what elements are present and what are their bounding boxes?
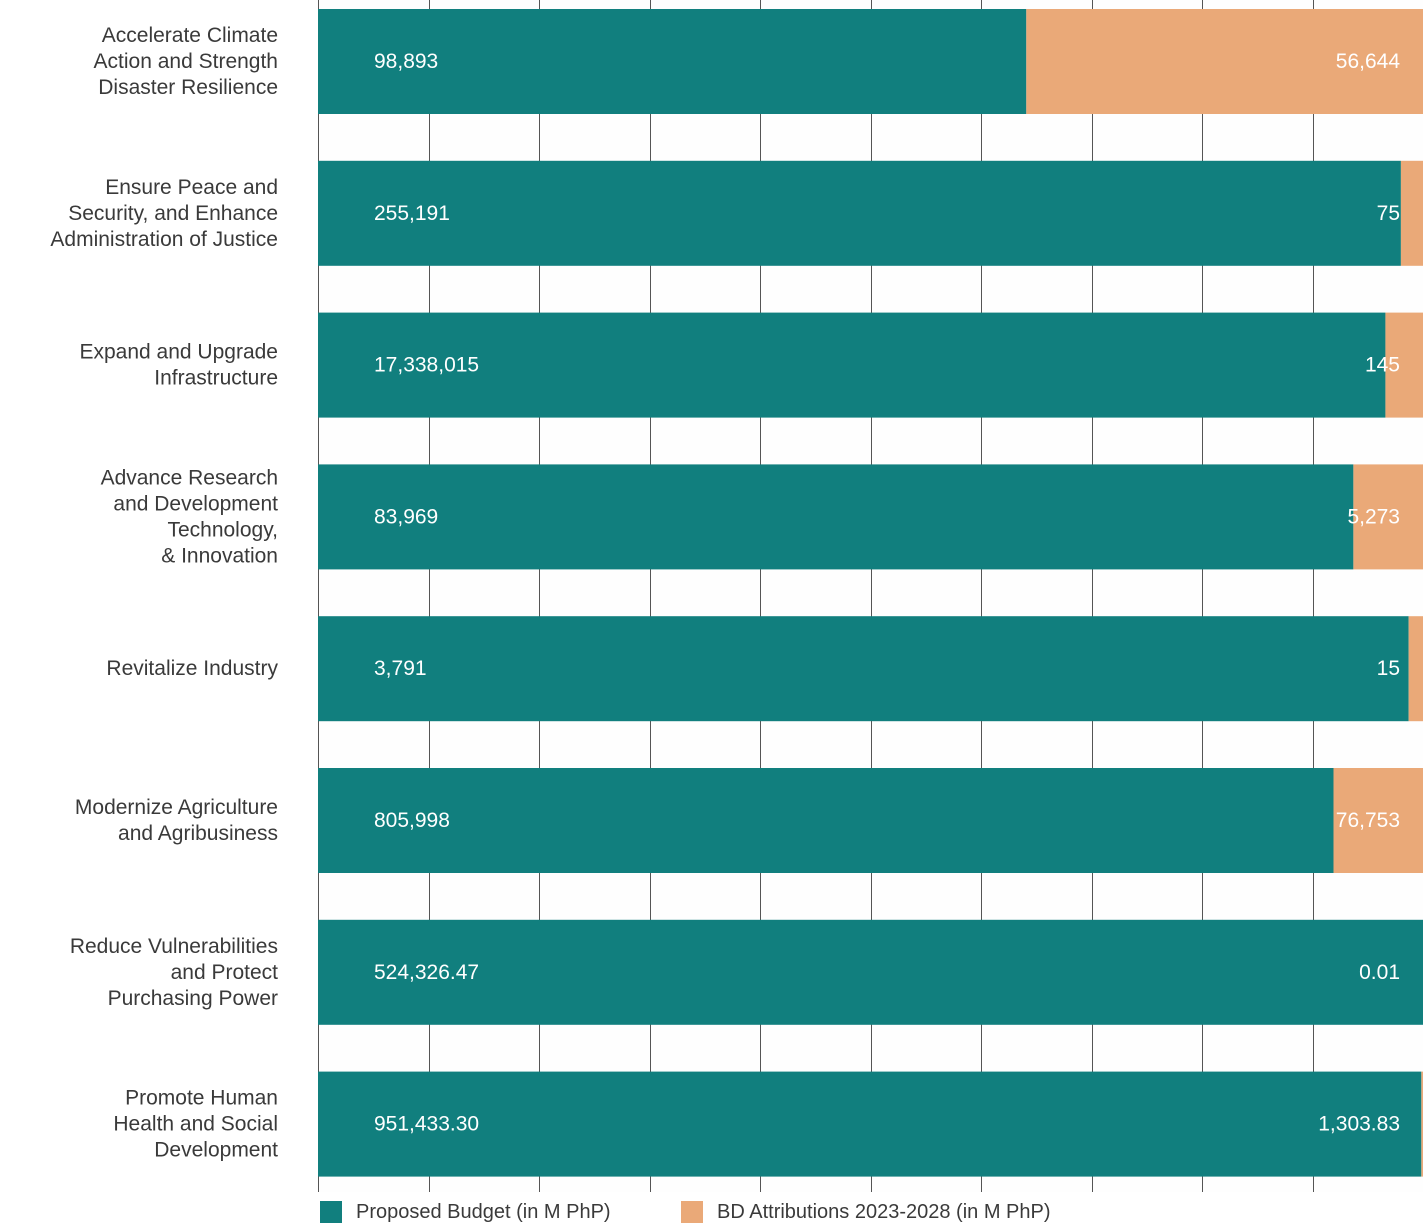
legend-bd-attributions-label: BD Attributions 2023-2028 (in M PhP) [717,1201,1051,1223]
category-label-line: Administration of Justice [50,228,278,251]
bar-bd-attributions [1400,160,1423,266]
category-label-line: Action and Strength [94,50,278,73]
bar-proposed-budget [318,160,1401,266]
category-label: Advance Research and Development Technolog… [101,466,279,567]
category-label-line: Accelerate Climate [102,24,278,47]
data-label-proposed-budget: 951,433.30 [374,1113,479,1136]
category-label-line: Promote Human [125,1087,278,1110]
data-label-bd-attributions: 76,753 [1336,809,1400,832]
data-label-proposed-budget: 98,893 [374,50,438,73]
bar-proposed-budget [318,616,1409,722]
category-label-line: Modernize Agriculture [75,796,278,819]
bar-bd-attributions [1026,9,1423,114]
category-label: Ensure Peace and Security, and Enhance Adm… [50,176,278,251]
data-label-bd-attributions: 1,303.83 [1318,1113,1400,1136]
data-label-bd-attributions: 56,644 [1336,50,1401,73]
data-label-proposed-budget: 17,338,015 [374,354,479,377]
bar-bd-attributions [1385,312,1423,418]
category-label: Promote Human Health and Social Developmen… [113,1087,278,1162]
bar-proposed-budget [318,768,1334,873]
category-label: Modernize Agriculture and Agribusiness [75,796,278,845]
bar-proposed-budget [318,464,1354,570]
legend-proposed-budget-label: Proposed Budget (in M PhP) [356,1201,611,1223]
bar-proposed-budget [318,919,1423,1025]
category-label-line: Reduce Vulnerabilities [70,935,278,958]
data-label-proposed-budget: 524,326.47 [374,961,479,984]
data-label-proposed-budget: 255,191 [374,202,450,225]
category-label-line: Infrastructure [154,367,278,390]
data-label-proposed-budget: 805,998 [374,809,450,832]
bar-proposed-budget [318,312,1386,418]
category-label-line: Security, and Enhance [68,202,278,225]
category-label-line: Development [154,1139,278,1162]
category-label-line: Technology, [167,518,278,541]
data-label-bd-attributions: 0.01 [1359,961,1400,984]
bar-bd-attributions [1353,464,1423,570]
bar-bd-attributions [1421,1071,1423,1177]
bar-bd-attributions [1408,616,1423,722]
data-label-proposed-budget: 3,791 [374,657,427,680]
data-label-bd-attributions: 15 [1377,657,1400,680]
data-label-bd-attributions: 5,273 [1347,505,1400,528]
bar-bd-attributions [1333,768,1423,873]
category-label-line: Revitalize Industry [106,657,278,680]
category-label-line: Disaster Resilience [98,76,278,99]
category-label: Reduce Vulnerabilities and Protect Purchas… [70,935,278,1010]
category-label: Revitalize Industry [106,657,278,680]
category-label: Accelerate Climate Action and Strength Dis… [94,24,278,99]
category-label-line: and Agribusiness [118,822,278,845]
category-label-line: Ensure Peace and [105,176,278,199]
category-label-line: Purchasing Power [108,987,278,1010]
category-label: Expand and Upgrade Infrastructure [80,341,279,390]
data-label-proposed-budget: 83,969 [374,505,438,528]
category-label-line: Advance Research [101,466,278,489]
category-label-line: Expand and Upgrade [80,341,279,364]
category-label-line: and Protect [171,961,279,984]
legend-proposed-budget-swatch [320,1201,342,1223]
category-label-line: Health and Social [113,1113,278,1136]
data-label-bd-attributions: 145 [1365,354,1400,377]
data-label-bd-attributions: 75 [1377,202,1400,225]
category-label-line: and Development [113,492,278,515]
bar-proposed-budget [318,9,1027,114]
category-label-line: & Innovation [161,544,278,567]
legend-bd-attributions-swatch [681,1201,703,1223]
bar-proposed-budget [318,1071,1422,1177]
